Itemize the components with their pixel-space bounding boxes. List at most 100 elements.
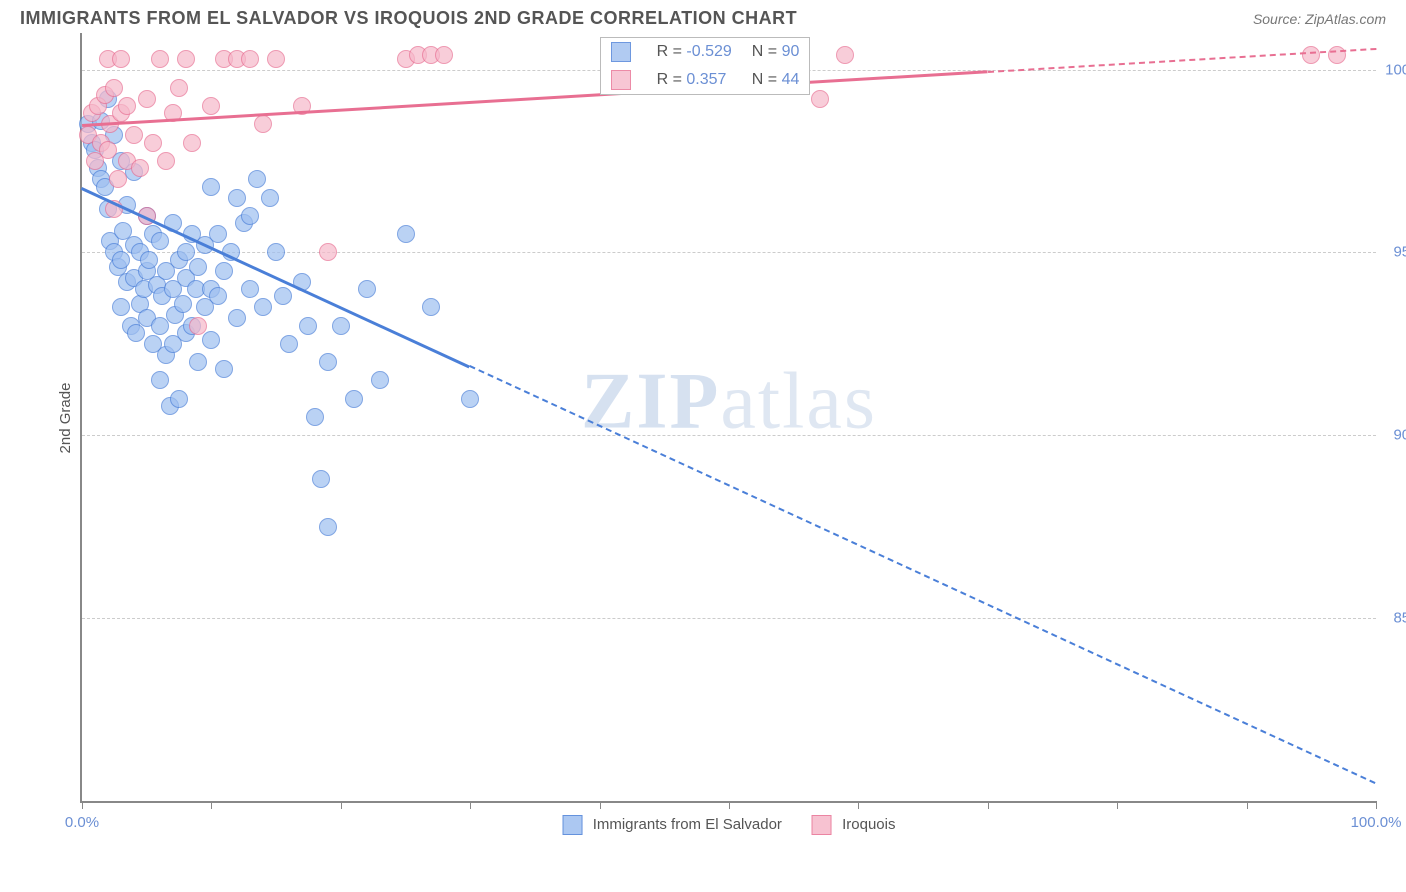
gridline-h	[82, 618, 1376, 619]
legend-n-value-elsalvador: 90	[782, 43, 800, 60]
legend-n-label: N =	[752, 43, 777, 60]
data-point-elsalvador	[261, 189, 279, 207]
trend-line	[469, 365, 1376, 784]
legend-r-label: R =	[657, 71, 682, 88]
data-point-elsalvador	[332, 317, 350, 335]
data-point-iroquois	[189, 317, 207, 335]
x-tick	[470, 801, 471, 809]
data-point-elsalvador	[241, 280, 259, 298]
legend-swatch-iroquois	[812, 815, 832, 835]
legend-r-value-elsalvador: -0.529	[686, 43, 731, 60]
legend-item-elsalvador: Immigrants from El Salvador	[563, 815, 782, 835]
y-tick-label: 85.0%	[1381, 610, 1406, 627]
data-point-elsalvador	[312, 470, 330, 488]
data-point-elsalvador	[151, 317, 169, 335]
x-tick	[211, 801, 212, 809]
data-point-iroquois	[1328, 46, 1346, 64]
data-point-iroquois	[131, 159, 149, 177]
x-tick	[82, 801, 83, 809]
data-point-elsalvador	[170, 390, 188, 408]
x-tick-label: 100.0%	[1351, 814, 1402, 831]
legend-swatch-elsalvador	[611, 42, 631, 62]
data-point-elsalvador	[345, 390, 363, 408]
data-point-iroquois	[170, 79, 188, 97]
chart-title: IMMIGRANTS FROM EL SALVADOR VS IROQUOIS …	[20, 8, 797, 29]
data-point-iroquois	[151, 50, 169, 68]
chart-header: IMMIGRANTS FROM EL SALVADOR VS IROQUOIS …	[0, 0, 1406, 33]
data-point-elsalvador	[299, 317, 317, 335]
chart-source: Source: ZipAtlas.com	[1253, 11, 1386, 27]
data-point-elsalvador	[371, 371, 389, 389]
data-point-elsalvador	[241, 207, 259, 225]
data-point-iroquois	[241, 50, 259, 68]
data-point-elsalvador	[209, 225, 227, 243]
legend-swatch-iroquois	[611, 70, 631, 90]
data-point-iroquois	[105, 79, 123, 97]
data-point-elsalvador	[397, 225, 415, 243]
data-point-elsalvador	[319, 518, 337, 536]
x-tick	[858, 801, 859, 809]
data-point-iroquois	[118, 97, 136, 115]
data-point-elsalvador	[228, 189, 246, 207]
x-tick	[988, 801, 989, 809]
x-tick	[1117, 801, 1118, 809]
data-point-iroquois	[144, 134, 162, 152]
x-tick	[1247, 801, 1248, 809]
data-point-elsalvador	[215, 262, 233, 280]
data-point-elsalvador	[189, 353, 207, 371]
y-tick-label: 90.0%	[1381, 427, 1406, 444]
data-point-elsalvador	[140, 251, 158, 269]
gridline-h	[82, 435, 1376, 436]
data-point-iroquois	[157, 152, 175, 170]
data-point-iroquois	[202, 97, 220, 115]
data-point-elsalvador	[306, 408, 324, 426]
legend-r-label: R =	[657, 43, 682, 60]
data-point-elsalvador	[151, 232, 169, 250]
y-tick-label: 95.0%	[1381, 244, 1406, 261]
data-point-elsalvador	[202, 178, 220, 196]
data-point-iroquois	[138, 90, 156, 108]
data-point-iroquois	[112, 50, 130, 68]
data-point-elsalvador	[177, 243, 195, 261]
data-point-elsalvador	[280, 335, 298, 353]
legend-n-value-iroquois: 44	[782, 71, 800, 88]
data-point-elsalvador	[358, 280, 376, 298]
data-point-iroquois	[254, 115, 272, 133]
x-tick	[341, 801, 342, 809]
data-point-iroquois	[267, 50, 285, 68]
data-point-iroquois	[435, 46, 453, 64]
legend-series-label: Iroquois	[842, 816, 895, 833]
legend-r-value-iroquois: 0.357	[686, 71, 726, 88]
data-point-iroquois	[109, 170, 127, 188]
data-point-iroquois	[183, 134, 201, 152]
data-point-iroquois	[1302, 46, 1320, 64]
data-point-elsalvador	[209, 287, 227, 305]
data-point-iroquois	[177, 50, 195, 68]
data-point-elsalvador	[248, 170, 266, 188]
data-point-elsalvador	[319, 353, 337, 371]
data-point-elsalvador	[215, 360, 233, 378]
legend-item-iroquois: Iroquois	[812, 815, 896, 835]
data-point-elsalvador	[151, 371, 169, 389]
x-tick	[729, 801, 730, 809]
data-point-elsalvador	[274, 287, 292, 305]
legend-n-label: N =	[752, 71, 777, 88]
data-point-elsalvador	[228, 309, 246, 327]
data-point-iroquois	[319, 243, 337, 261]
data-point-elsalvador	[189, 258, 207, 276]
legend-series-label: Immigrants from El Salvador	[593, 816, 782, 833]
data-point-iroquois	[836, 46, 854, 64]
data-point-elsalvador	[202, 331, 220, 349]
data-point-iroquois	[99, 141, 117, 159]
legend-bottom: Immigrants from El Salvador Iroquois	[563, 815, 896, 835]
data-point-elsalvador	[461, 390, 479, 408]
data-point-iroquois	[811, 90, 829, 108]
x-tick	[1376, 801, 1377, 809]
data-point-elsalvador	[112, 298, 130, 316]
watermark: ZIPatlas	[581, 356, 877, 447]
plot-area: ZIPatlas Immigrants from El Salvador Iro…	[80, 33, 1376, 803]
y-tick-label: 100.0%	[1381, 61, 1406, 78]
data-point-elsalvador	[112, 251, 130, 269]
data-point-elsalvador	[254, 298, 272, 316]
legend-stats: R = -0.529 N = 90 R = 0.357 N = 44	[600, 37, 811, 95]
